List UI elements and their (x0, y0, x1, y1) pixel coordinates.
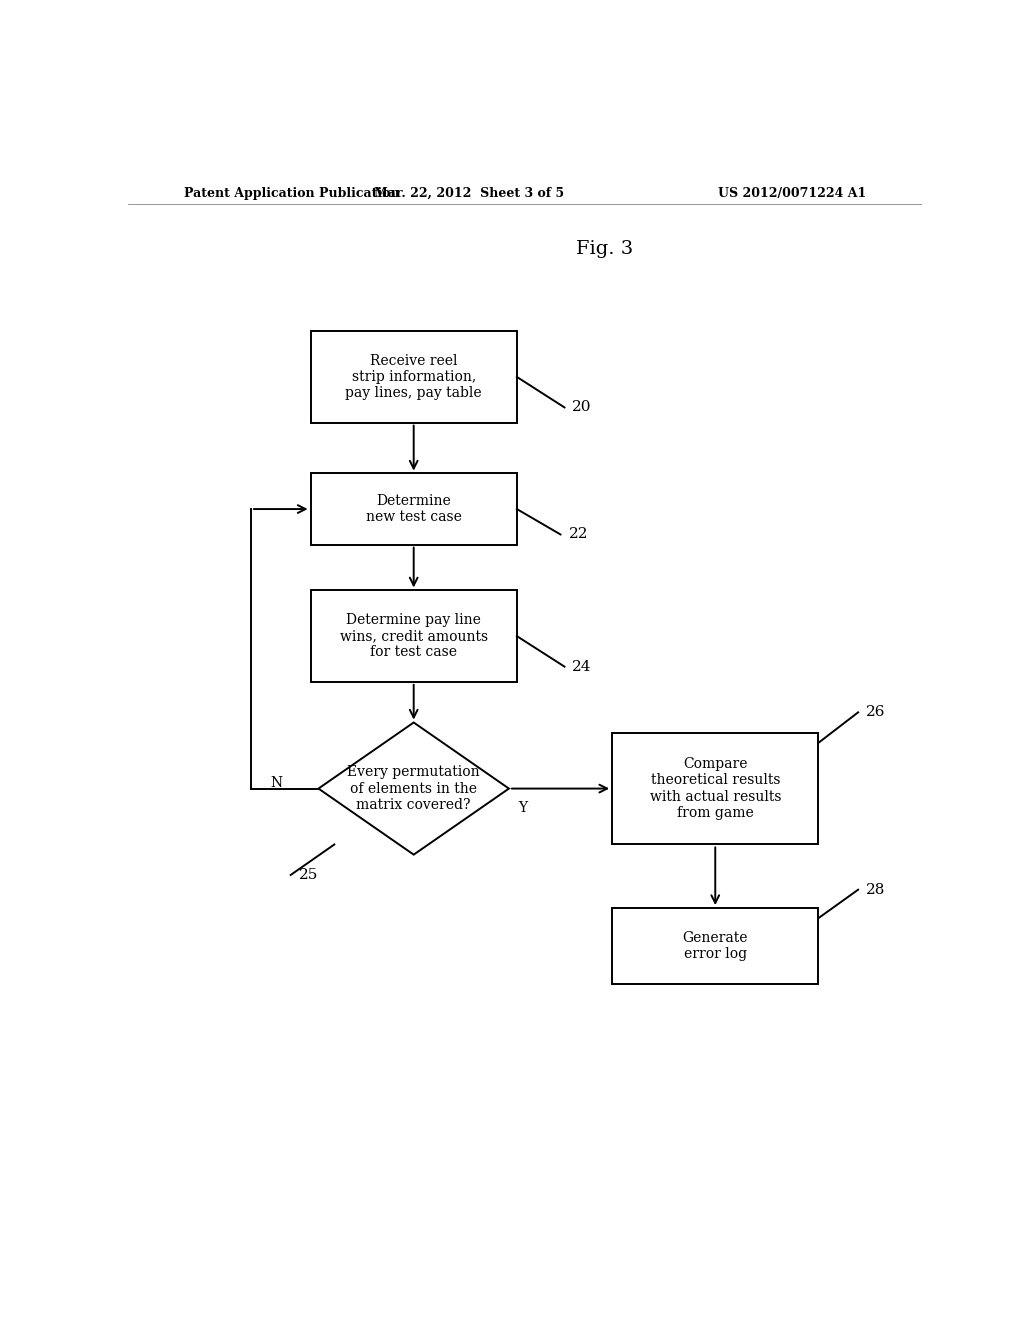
Text: 26: 26 (866, 705, 886, 719)
Text: Mar. 22, 2012  Sheet 3 of 5: Mar. 22, 2012 Sheet 3 of 5 (374, 187, 564, 199)
Text: N: N (270, 776, 283, 791)
Text: 20: 20 (572, 400, 592, 414)
Polygon shape (318, 722, 509, 854)
Text: US 2012/0071224 A1: US 2012/0071224 A1 (718, 187, 866, 199)
Text: 24: 24 (572, 660, 592, 673)
Text: Generate
error log: Generate error log (683, 931, 748, 961)
Text: Compare
theoretical results
with actual results
from game: Compare theoretical results with actual … (649, 758, 781, 820)
Text: Y: Y (518, 801, 527, 814)
Text: Determine
new test case: Determine new test case (366, 494, 462, 524)
Text: 25: 25 (299, 869, 318, 882)
Text: Patent Application Publication: Patent Application Publication (183, 187, 399, 199)
Text: Determine pay line
wins, credit amounts
for test case: Determine pay line wins, credit amounts … (340, 612, 487, 659)
Bar (310, 474, 517, 545)
Text: Fig. 3: Fig. 3 (575, 240, 633, 257)
Bar (612, 733, 818, 845)
Bar (612, 908, 818, 985)
Text: 28: 28 (866, 883, 886, 896)
Text: Every permutation
of elements in the
matrix covered?: Every permutation of elements in the mat… (347, 766, 480, 812)
Bar (310, 590, 517, 682)
Text: 22: 22 (568, 528, 588, 541)
Text: Receive reel
strip information,
pay lines, pay table: Receive reel strip information, pay line… (345, 354, 482, 400)
Bar (310, 331, 517, 422)
